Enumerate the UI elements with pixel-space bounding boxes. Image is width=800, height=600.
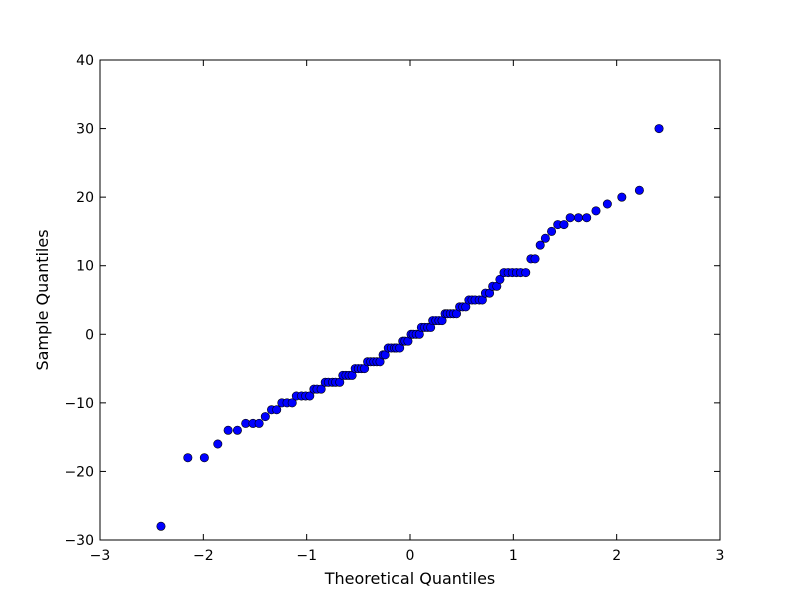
- x-tick-label: 1: [509, 548, 518, 564]
- data-point: [582, 213, 592, 223]
- x-tick-label: 3: [716, 548, 725, 564]
- y-tick-label: −30: [64, 533, 94, 549]
- data-point: [634, 185, 644, 195]
- y-tick-label: 10: [76, 259, 94, 275]
- data-point: [287, 398, 297, 408]
- data-point: [316, 384, 326, 394]
- data-point: [617, 192, 627, 202]
- data-point: [547, 226, 557, 236]
- x-tick-label: 0: [406, 548, 415, 564]
- data-point: [559, 220, 569, 230]
- y-tick-label: 30: [76, 122, 94, 138]
- data-point: [260, 412, 270, 422]
- data-point: [530, 254, 540, 264]
- data-point: [535, 240, 545, 250]
- x-tick-label: −1: [296, 548, 317, 564]
- x-tick-label: −2: [193, 548, 214, 564]
- data-point: [573, 213, 583, 223]
- data-point: [223, 425, 233, 435]
- y-tick-label: −10: [64, 396, 94, 412]
- data-point: [272, 405, 282, 415]
- data-point: [540, 233, 550, 243]
- data-point: [565, 213, 575, 223]
- data-point: [232, 425, 242, 435]
- data-point: [213, 439, 223, 449]
- data-point: [254, 418, 264, 428]
- y-axis-label: Sample Quantiles: [33, 229, 52, 370]
- x-tick-label: −3: [90, 548, 111, 564]
- x-tick-label: 2: [612, 548, 621, 564]
- data-point: [305, 391, 315, 401]
- data-points: [156, 124, 664, 531]
- y-tick-label: 40: [76, 53, 94, 69]
- y-tick-label: 0: [85, 327, 94, 343]
- data-point: [521, 268, 531, 278]
- data-point: [654, 124, 664, 134]
- data-point: [602, 199, 612, 209]
- data-point: [183, 453, 193, 463]
- x-axis-label: Theoretical Quantiles: [324, 569, 496, 588]
- y-tick-label: 20: [76, 190, 94, 206]
- data-point: [199, 453, 209, 463]
- data-point: [495, 274, 505, 284]
- plot-frame: [99, 59, 721, 541]
- y-tick-label: −20: [64, 464, 94, 480]
- data-point: [156, 521, 166, 531]
- data-point: [591, 206, 601, 216]
